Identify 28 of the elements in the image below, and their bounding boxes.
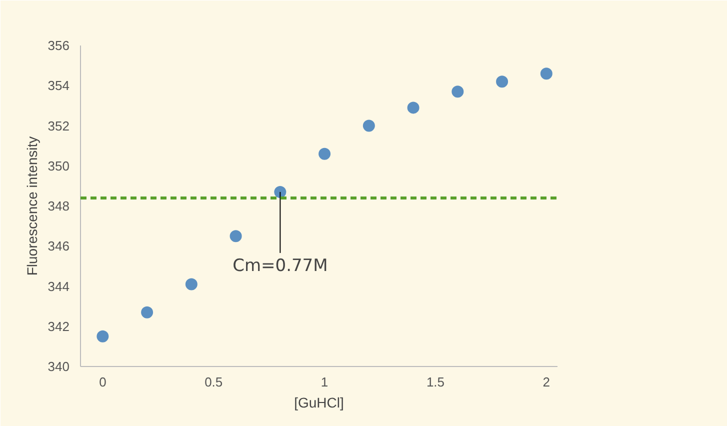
- y-tick-label: 350: [48, 158, 70, 174]
- point: [540, 68, 552, 80]
- y-tick-label: 356: [48, 38, 70, 53]
- y-tick-label: 352: [48, 118, 70, 134]
- y-axis-title: Fluorescence intensity: [24, 136, 40, 276]
- point: [230, 230, 242, 242]
- point: [185, 278, 198, 290]
- x-tick-label: 0.5: [204, 374, 223, 390]
- x-tick-label: 1.5: [426, 374, 445, 390]
- annotation: Cm=0.77M: [232, 256, 328, 276]
- x-tick-label: 0: [99, 374, 106, 390]
- point: [452, 86, 464, 98]
- y-tick-label: 354: [48, 78, 70, 94]
- x-tick-label: 1: [320, 374, 328, 390]
- y-tick-label: 346: [48, 238, 70, 254]
- point: [141, 306, 154, 318]
- point: [96, 330, 109, 342]
- x-axis-title: [GuHCl]: [294, 394, 344, 410]
- point: [318, 148, 331, 160]
- point: [496, 76, 508, 88]
- x-tick-label: 2: [542, 374, 550, 390]
- y-tick-label: 342: [48, 318, 70, 334]
- point: [362, 120, 375, 132]
- point: [274, 186, 286, 198]
- y-tick-label: 344: [48, 278, 70, 294]
- y-tick-label: 340: [48, 359, 70, 374]
- y-tick-label: 348: [48, 198, 70, 214]
- point: [407, 102, 420, 114]
